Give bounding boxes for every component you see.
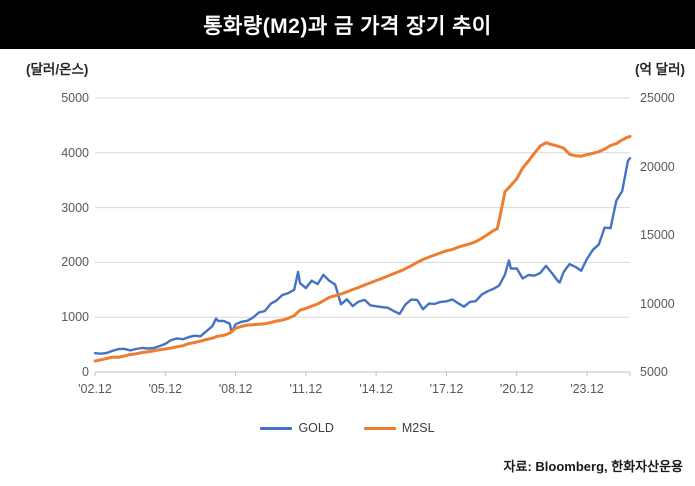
left-axis-tick-label: 4000 bbox=[61, 145, 89, 160]
series-line-m2sl bbox=[93, 134, 632, 363]
right-axis-unit-label: (억 달러) bbox=[634, 62, 685, 77]
x-axis-tick-label: '20.12 bbox=[499, 382, 534, 396]
right-axis-tick-label: 5000 bbox=[640, 365, 668, 379]
x-axis-tick-label: '08.12 bbox=[218, 382, 253, 396]
legend-item-gold: GOLD bbox=[260, 421, 334, 435]
left-axis-tick-label: 1000 bbox=[61, 310, 89, 325]
title-bar: 통화량(M2)과 금 가격 장기 추이 bbox=[0, 0, 695, 49]
chart-title: 통화량(M2)과 금 가격 장기 추이 bbox=[203, 14, 492, 38]
legend-line-swatch bbox=[363, 426, 396, 430]
right-axis-tick-label: 25000 bbox=[640, 91, 675, 105]
chart-legend: GOLD M2SL bbox=[0, 419, 695, 437]
x-axis-tick-label: '14.12 bbox=[359, 382, 393, 396]
x-axis-tick-label: '23.12 bbox=[570, 382, 604, 396]
left-axis-tick-label: 0 bbox=[82, 365, 89, 379]
right-axis-tick-label: 10000 bbox=[640, 296, 675, 311]
left-axis-unit-label: (달러/온스) bbox=[26, 62, 89, 77]
left-axis-tick-label: 2000 bbox=[61, 255, 89, 270]
left-axis-tick-label: 5000 bbox=[61, 91, 89, 105]
source-note: 자료: Bloomberg, 한화자산운용 bbox=[503, 459, 683, 474]
left-axis-tick-label: 3000 bbox=[61, 200, 89, 215]
legend-item-m2sl: M2SL bbox=[363, 421, 435, 435]
legend-label: GOLD bbox=[298, 421, 334, 435]
x-axis-tick-label: '05.12 bbox=[148, 382, 183, 396]
series-line-gold bbox=[93, 157, 632, 355]
right-axis-tick-label: 20000 bbox=[640, 159, 675, 174]
x-axis-tick-label: '02.12 bbox=[78, 382, 112, 396]
legend-line-swatch bbox=[260, 426, 293, 430]
right-axis-tick-label: 15000 bbox=[640, 228, 675, 242]
x-axis-tick-label: '11.12 bbox=[289, 382, 323, 396]
legend-label: M2SL bbox=[401, 421, 435, 435]
x-axis-tick-label: '17.12 bbox=[429, 382, 464, 396]
